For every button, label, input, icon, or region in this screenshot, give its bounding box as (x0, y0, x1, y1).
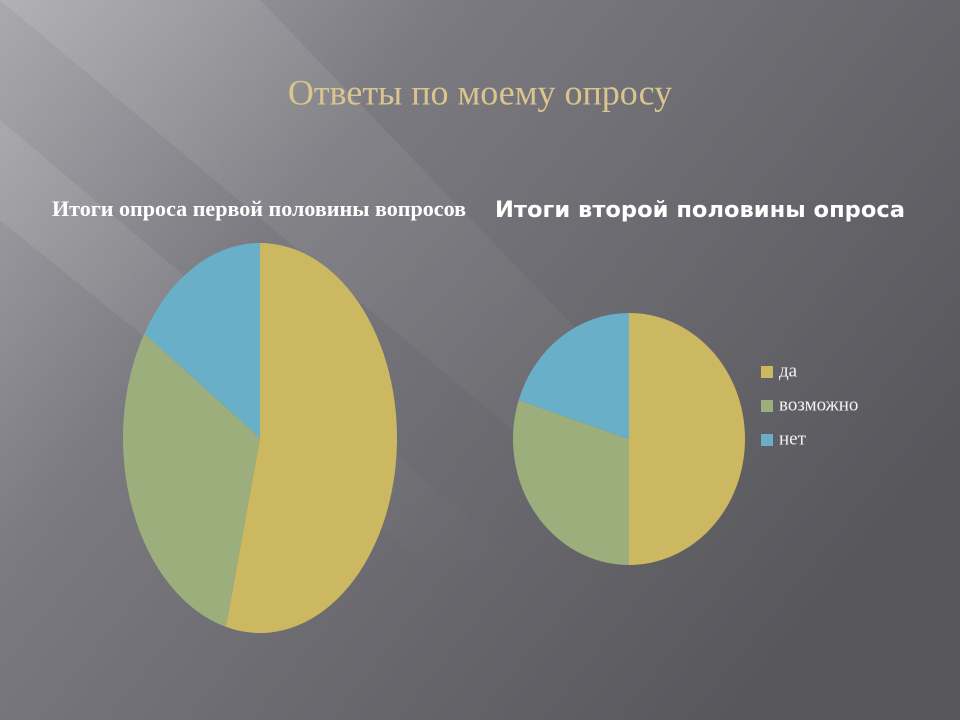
pie-slice (629, 313, 745, 565)
legend-swatch (761, 400, 773, 412)
legend-swatch (761, 434, 773, 446)
pie-slice (513, 400, 629, 565)
slide-title: Ответы по моему опросу (288, 72, 672, 112)
pie-slice (225, 243, 397, 633)
pie-slice (518, 313, 629, 439)
pie-slice (144, 243, 260, 438)
chart-title: Итоги опроса первой половины вопросов (52, 196, 466, 221)
legend-swatch (761, 366, 773, 378)
legend-label: нет (779, 428, 807, 449)
chart-title: Итоги второй половины опроса (495, 198, 905, 223)
legend-label: возможно (779, 394, 858, 415)
pie-slice (123, 333, 260, 627)
legend-label: да (779, 360, 798, 381)
